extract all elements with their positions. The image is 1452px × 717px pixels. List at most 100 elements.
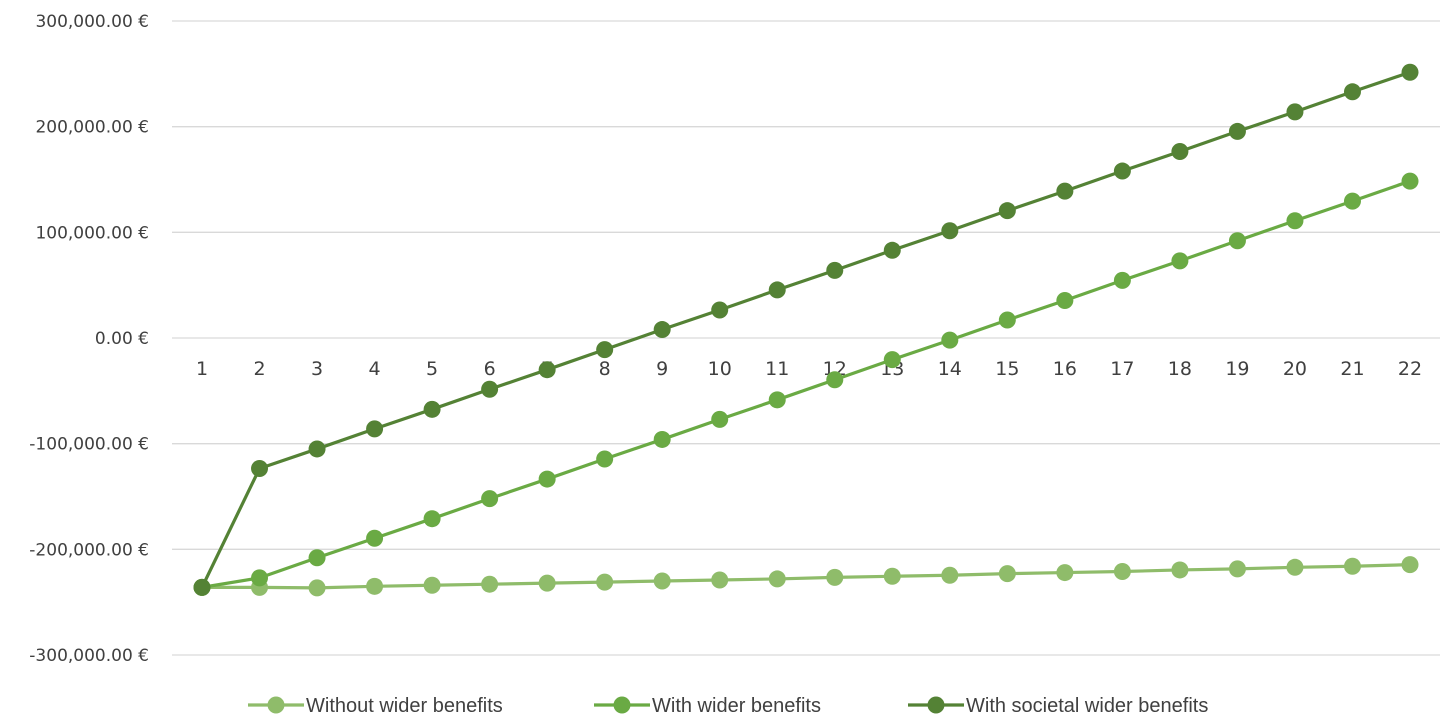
data-point <box>1286 558 1304 576</box>
data-point <box>481 575 499 593</box>
gridlines <box>172 20 1440 656</box>
data-point <box>768 281 786 299</box>
x-tick-label: 20 <box>1283 358 1307 380</box>
x-tick-label: 18 <box>1168 358 1192 380</box>
legend-label: With wider benefits <box>652 695 821 717</box>
data-point <box>826 568 844 586</box>
data-point <box>1056 291 1074 309</box>
legend-item: With wider benefits <box>594 695 821 717</box>
x-tick-label: 11 <box>765 358 789 380</box>
legend-marker <box>267 696 285 714</box>
y-tick-label: 300,000.00 € <box>35 12 149 32</box>
data-point <box>883 567 901 585</box>
x-tick-label: 9 <box>656 358 668 380</box>
data-point <box>596 450 614 468</box>
series-line <box>200 563 1412 590</box>
series-line <box>200 70 1412 589</box>
x-tick-label: 17 <box>1110 358 1134 380</box>
series-1 <box>193 556 1419 597</box>
x-tick-label: 3 <box>311 358 323 380</box>
y-axis-tick-labels: 300,000.00 € 200,000.00 € 100,000.00 € 0.00… <box>29 12 149 666</box>
data-point <box>1228 232 1246 250</box>
data-point <box>653 321 671 339</box>
data-point <box>826 371 844 389</box>
data-point <box>711 571 729 589</box>
series-3 <box>193 63 1419 596</box>
data-point <box>481 490 499 508</box>
data-point <box>1113 271 1131 289</box>
data-point <box>1286 212 1304 230</box>
data-point <box>1343 83 1361 101</box>
data-point <box>883 241 901 259</box>
x-tick-label: 14 <box>938 358 962 380</box>
data-point <box>366 529 384 547</box>
data-point <box>366 577 384 595</box>
legend: Without wider benefits With wider benefit… <box>248 695 1208 717</box>
data-point <box>1286 103 1304 121</box>
data-point <box>1228 122 1246 140</box>
data-point <box>941 331 959 349</box>
x-tick-label: 2 <box>253 358 265 380</box>
x-tick-label: 10 <box>708 358 732 380</box>
legend-label: Without wider benefits <box>306 695 503 717</box>
series-lines <box>193 63 1419 597</box>
data-point <box>826 261 844 279</box>
data-point <box>596 341 614 359</box>
x-tick-label: 15 <box>995 358 1019 380</box>
data-point <box>1113 162 1131 180</box>
data-point <box>1343 557 1361 575</box>
legend-label: With societal wider benefits <box>966 695 1208 717</box>
data-point <box>1056 182 1074 200</box>
data-point <box>251 569 269 587</box>
data-point <box>941 566 959 584</box>
data-point <box>1171 561 1189 579</box>
data-point <box>941 222 959 240</box>
data-point <box>308 549 326 567</box>
data-point <box>768 570 786 588</box>
data-point <box>768 391 786 409</box>
x-tick-label: 8 <box>599 358 611 380</box>
data-point <box>1228 560 1246 578</box>
data-point <box>1056 564 1074 582</box>
legend-marker <box>927 696 945 714</box>
data-point <box>1401 63 1419 81</box>
data-point <box>366 420 384 438</box>
data-point <box>711 301 729 319</box>
data-point <box>998 202 1016 220</box>
y-tick-label: -200,000.00 € <box>29 540 149 560</box>
y-tick-label: 0.00 € <box>95 329 149 349</box>
y-tick-label: 100,000.00 € <box>35 223 149 243</box>
data-point <box>653 572 671 590</box>
y-tick-label: 200,000.00 € <box>35 118 149 138</box>
data-point <box>1343 192 1361 210</box>
data-point <box>998 565 1016 583</box>
data-point <box>711 410 729 428</box>
data-point <box>1401 556 1419 574</box>
x-tick-label: 16 <box>1053 358 1077 380</box>
data-point <box>308 440 326 458</box>
x-tick-label: 21 <box>1340 358 1364 380</box>
x-tick-label: 6 <box>484 358 496 380</box>
data-point <box>538 574 556 592</box>
x-tick-label: 1 <box>196 358 208 380</box>
legend-item: With societal wider benefits <box>908 695 1208 717</box>
legend-item: Without wider benefits <box>248 695 503 717</box>
data-point <box>251 459 269 477</box>
data-point <box>883 351 901 369</box>
data-point <box>423 576 441 594</box>
x-tick-label: 22 <box>1398 358 1422 380</box>
data-point <box>193 578 211 596</box>
x-axis-tick-labels: 12345678910111213141516171819202122 <box>196 358 1422 380</box>
data-point <box>481 380 499 398</box>
series-2 <box>193 172 1419 596</box>
data-point <box>653 430 671 448</box>
data-point <box>308 579 326 597</box>
data-point <box>1113 563 1131 581</box>
x-tick-label: 4 <box>369 358 381 380</box>
data-point <box>1401 172 1419 190</box>
data-point <box>423 510 441 528</box>
data-point <box>538 470 556 488</box>
x-tick-label: 19 <box>1225 358 1249 380</box>
